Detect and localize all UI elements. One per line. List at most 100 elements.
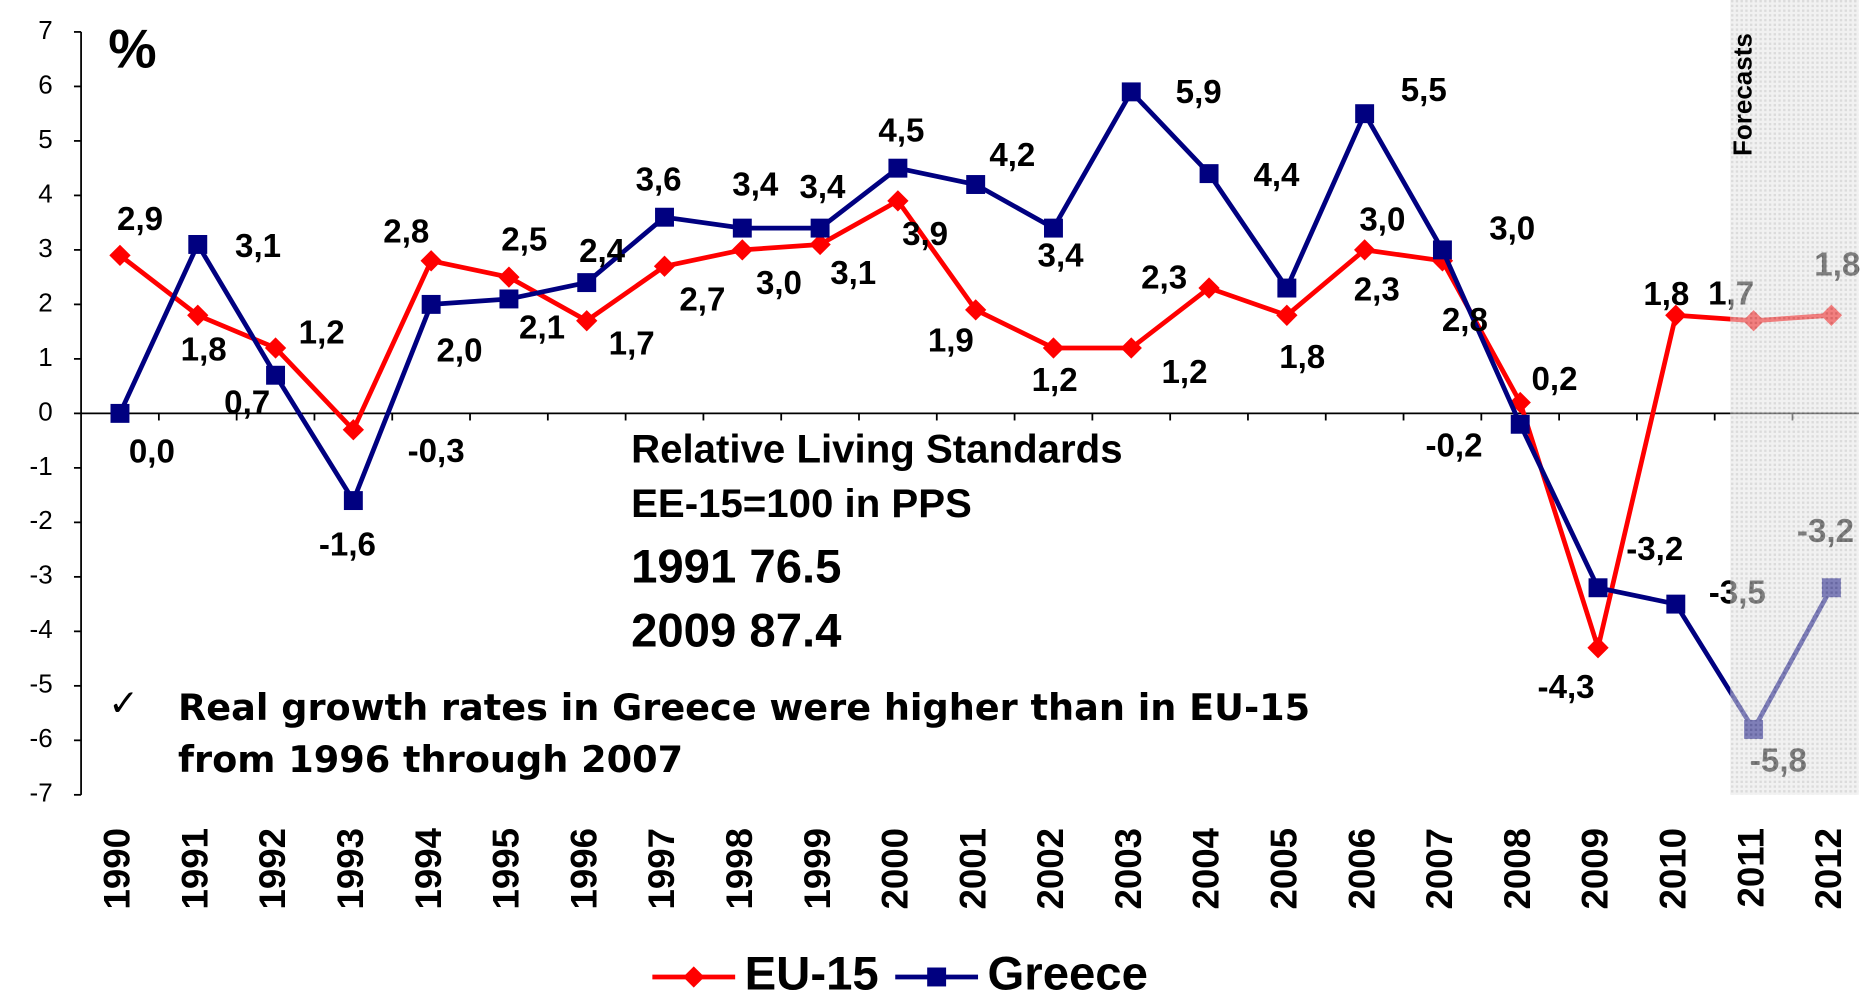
y-tick-label: 7 (38, 15, 52, 45)
marker (110, 403, 130, 423)
y-tick-label: 0 (38, 396, 52, 426)
marker (965, 299, 987, 321)
data-label: 2,1 (519, 309, 565, 346)
marker (420, 250, 442, 272)
series-line (118, 198, 1832, 651)
data-label: 0,7 (224, 385, 270, 422)
y-tick-label: -7 (30, 778, 53, 808)
data-label: 2,4 (579, 233, 626, 270)
y-tick-label: 5 (38, 124, 52, 154)
x-tick-label: 1993 (330, 828, 371, 910)
note-line: Real growth rates in Greece were higher … (178, 686, 1310, 729)
marker (810, 218, 830, 238)
marker (421, 294, 441, 314)
y-tick-label: 4 (38, 178, 52, 208)
data-label: 3,4 (732, 166, 779, 203)
y-tick-label: -4 (30, 614, 53, 644)
marker (655, 207, 674, 227)
marker (1199, 164, 1219, 184)
data-label: 1,2 (1161, 354, 1207, 391)
x-tick-label: 2008 (1497, 828, 1538, 910)
y-tick-label: -2 (30, 505, 53, 535)
data-label: 2,9 (117, 201, 163, 238)
marker (1587, 637, 1609, 659)
data-label: 4,5 (878, 112, 924, 149)
annotation: Relative Living Standards (631, 426, 1123, 471)
marker (188, 234, 208, 254)
data-label: 2,8 (383, 213, 429, 250)
marker (1042, 337, 1065, 359)
data-label: 5,5 (1401, 72, 1447, 109)
data-label: 1,8 (181, 332, 227, 369)
marker (1198, 277, 1220, 299)
data-label: -1,6 (319, 526, 376, 563)
y-tick-label: 1 (38, 342, 52, 372)
x-tick-label: 1994 (408, 827, 449, 909)
x-tick-label: 2006 (1341, 828, 1382, 910)
marker (577, 273, 597, 293)
marker (683, 966, 705, 988)
data-label: -0,3 (408, 433, 465, 470)
x-tick-label: 2007 (1419, 828, 1460, 910)
legend-label: Greece (987, 947, 1147, 1000)
y-tick-label: 3 (38, 233, 52, 263)
forecast-label: Forecasts (1727, 33, 1757, 156)
marker (1666, 594, 1686, 614)
marker (1432, 240, 1452, 260)
data-label: 3,4 (799, 169, 846, 206)
x-tick-label: 1992 (252, 828, 293, 910)
data-label: 3,1 (830, 255, 876, 292)
data-label: 2,8 (1442, 302, 1488, 339)
x-tick-label: 2009 (1575, 828, 1616, 910)
data-label: 1,2 (299, 315, 345, 352)
x-tick-label: 2003 (1108, 828, 1149, 910)
marker (266, 365, 286, 385)
data-label: 1,9 (928, 323, 974, 360)
data-label: 5,9 (1176, 74, 1222, 111)
data-label: 1,8 (1643, 276, 1689, 313)
y-tick-label: -1 (30, 451, 53, 481)
chart-title: % (108, 19, 156, 80)
data-label: 1,2 (1032, 362, 1078, 399)
data-label: 3,0 (756, 265, 802, 302)
x-tick-label: 2000 (875, 828, 916, 910)
data-label: 2,5 (501, 221, 547, 258)
data-label: 3,0 (1489, 211, 1535, 248)
legend-label: EU-15 (745, 947, 879, 1000)
note-bullet: ✓ (108, 681, 139, 724)
marker (1355, 104, 1375, 124)
marker (731, 239, 753, 261)
data-label: 2,0 (437, 333, 483, 370)
data-label: 0,2 (1532, 361, 1578, 398)
annotation: EE-15=100 in PPS (631, 481, 972, 526)
data-label: 3,1 (235, 228, 281, 265)
annotation: 1991 76.5 (631, 541, 841, 594)
marker (888, 158, 908, 178)
data-label: 0,0 (129, 433, 175, 470)
x-tick-label: 1998 (719, 828, 760, 910)
data-label: 2,7 (679, 281, 725, 318)
note-line: from 1996 through 2007 (178, 738, 683, 781)
data-label: 3,9 (902, 216, 948, 253)
data-label: 3,6 (636, 161, 682, 198)
x-tick-label: 1995 (486, 828, 527, 910)
x-tick-label: 2002 (1030, 828, 1071, 910)
marker (966, 175, 986, 194)
marker (343, 491, 363, 511)
x-tick-label: 1990 (97, 828, 138, 910)
forecast-area (1730, 0, 1859, 795)
x-tick-label: 1991 (174, 828, 215, 910)
marker (732, 218, 752, 238)
marker (1121, 82, 1141, 102)
marker (1044, 218, 1063, 238)
marker (498, 266, 520, 288)
x-tick-label: 2011 (1730, 828, 1771, 908)
data-label: -0,2 (1425, 428, 1482, 465)
marker (887, 190, 909, 212)
data-label: -4,3 (1538, 669, 1595, 706)
x-tick-label: 1996 (563, 828, 604, 910)
x-tick-label: 2010 (1652, 828, 1693, 910)
data-label: 1,8 (1279, 339, 1325, 376)
marker (809, 233, 831, 256)
